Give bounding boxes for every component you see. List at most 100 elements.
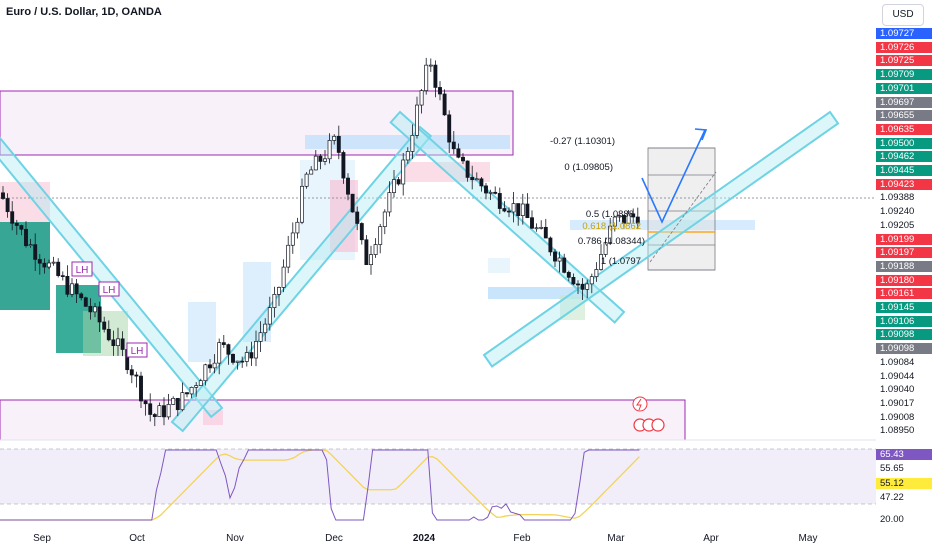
price-axis-label: 1.09008 — [876, 411, 932, 423]
price-axis-label: 1.09635 — [876, 123, 932, 135]
candle-body — [226, 344, 231, 355]
arrow-head — [694, 128, 708, 141]
price-axis-label: 1.09197 — [876, 247, 932, 259]
candle-body — [244, 352, 249, 362]
candle-body — [438, 87, 442, 95]
candle-body — [277, 287, 281, 295]
candle-body — [378, 226, 383, 245]
candle-body — [589, 276, 594, 285]
lightning-glyph — [636, 398, 642, 411]
lh-label-box — [98, 281, 120, 297]
candle-body — [497, 193, 502, 209]
candle-body — [102, 321, 107, 330]
candle-body — [14, 222, 19, 226]
candle-body — [534, 227, 539, 230]
candle-body — [157, 405, 162, 417]
candle-body — [635, 216, 640, 224]
candles — [1, 57, 640, 427]
candle-body — [571, 277, 576, 285]
candle-body — [626, 213, 631, 224]
candle-body — [1, 192, 5, 199]
candle-body — [576, 283, 580, 286]
candle-body — [60, 275, 65, 277]
lh-label-text: LH — [76, 265, 89, 276]
candle-body — [65, 275, 70, 295]
highlight-box — [188, 302, 216, 362]
lh-label: LH — [98, 281, 120, 297]
candle-body — [608, 225, 613, 243]
candle-body — [56, 261, 61, 276]
candle-body — [249, 352, 254, 359]
candle-body — [557, 257, 562, 262]
candle-body — [346, 177, 350, 195]
candle-body — [175, 397, 180, 411]
candle-body — [221, 342, 226, 345]
currency-button[interactable]: USD — [882, 4, 924, 26]
candle-body — [617, 215, 622, 218]
candle-body — [461, 156, 465, 162]
candle-body — [93, 306, 97, 313]
price-axis-label: 1.09180 — [876, 274, 932, 286]
rsi-axis-label: 65.43 — [876, 449, 932, 460]
time-axis[interactable]: Sep Oct Nov Dec 2024 Feb Mar Apr May — [0, 530, 876, 550]
candle-body — [120, 338, 125, 350]
candle-body — [419, 90, 424, 106]
candle-body — [562, 257, 567, 273]
candle-body — [116, 338, 120, 346]
price-axis-label: 1.09188 — [876, 260, 932, 272]
candle-body — [433, 64, 438, 88]
candle-body — [585, 283, 590, 290]
time-axis-label: Mar — [607, 533, 625, 544]
rsi-line — [0, 449, 640, 521]
price-axis-label: 1.09098 — [876, 343, 932, 355]
projection-arrow — [641, 129, 706, 224]
candle-body — [19, 225, 24, 230]
candle-body — [185, 392, 189, 395]
price-axis-label: 1.09701 — [876, 82, 932, 94]
candle-body — [442, 93, 447, 116]
candle-body — [543, 226, 548, 239]
candle-body — [70, 283, 74, 295]
candle-body — [208, 364, 212, 369]
candle-body — [622, 215, 626, 224]
price-axis-label: 1.09445 — [876, 165, 932, 176]
price-axis-label: 1.09726 — [876, 41, 932, 53]
candle-body — [134, 374, 139, 377]
lh-label-text: LH — [131, 346, 144, 357]
candle-body — [479, 178, 484, 187]
candle-body — [350, 193, 355, 213]
candle-body — [336, 135, 341, 153]
candle-body — [272, 294, 277, 308]
price-axis-label: 1.09040 — [876, 384, 932, 396]
price-axis-label: 1.09500 — [876, 137, 932, 149]
candle-body — [129, 369, 134, 376]
candle-body — [79, 293, 84, 299]
time-axis-label: Sep — [33, 533, 51, 544]
price-chart[interactable]: LH LH LH -0.27 (1.10301) 0 (1.09805) 0.5 (1.0… — [0, 0, 876, 530]
candle-body — [507, 210, 511, 213]
candle-body — [594, 269, 599, 278]
candle-body — [382, 211, 387, 228]
candle-body — [198, 380, 203, 386]
price-axis-label: 1.09205 — [876, 219, 932, 231]
fib-level-label: 1 (1.0797 — [601, 256, 641, 267]
candle-body — [516, 203, 521, 217]
candle-body — [33, 244, 38, 260]
candle-body — [295, 221, 300, 234]
candle-body — [106, 328, 111, 341]
candle-body — [267, 307, 272, 325]
candle-body — [612, 216, 617, 227]
candle-body — [447, 114, 452, 143]
candle-body — [235, 360, 240, 363]
candle-body — [428, 64, 433, 67]
time-axis-label: Apr — [703, 533, 719, 544]
lh-label: LH — [126, 342, 148, 358]
candle-body — [424, 64, 429, 91]
candle-body — [51, 261, 56, 264]
candle-body — [332, 135, 337, 141]
candle-body — [520, 203, 525, 217]
candle-body — [401, 159, 406, 185]
rsi-axis-label: 20.00 — [876, 514, 932, 525]
price-axis-label: 1.09725 — [876, 55, 932, 67]
price-axis-label: 1.09462 — [876, 151, 932, 163]
